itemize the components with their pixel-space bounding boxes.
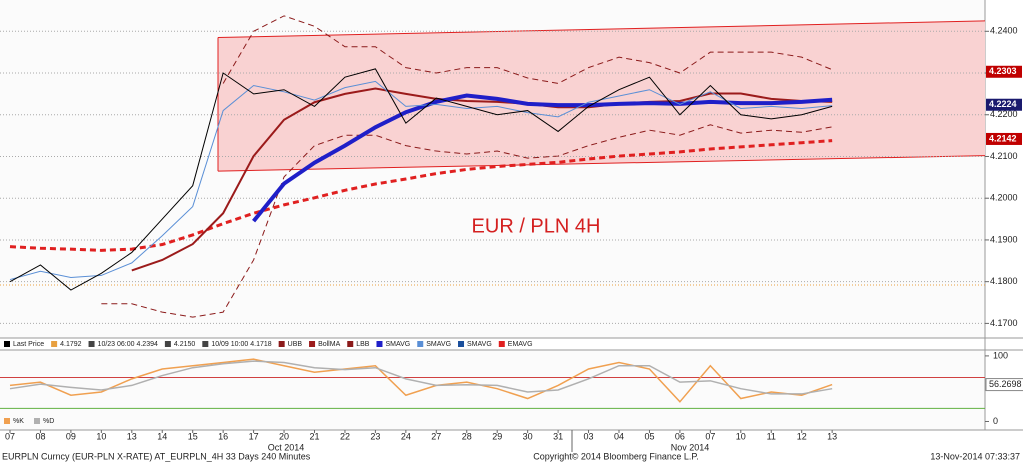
x-tick-label: 14 [157,431,167,441]
x-tick-label: 17 [249,431,259,441]
legend-label: SMAVG [426,341,451,348]
month-label: Nov 2014 [671,442,710,452]
y-tick-label: 4.1900 [990,234,1018,244]
legend-swatch [4,418,10,424]
price-tag [986,65,1022,78]
x-tick-label: 05 [644,431,654,441]
price-tag-label: 4.2142 [989,133,1017,143]
legend-swatch [278,341,285,347]
channel [218,20,985,172]
legend-label: 10/23 06:00 4.2394 [98,341,158,348]
x-tick-label: 12 [797,431,807,441]
y-tick-label: 4.1700 [990,318,1018,328]
footer-right: 13-Nov-2014 07:33:37 [930,451,1020,461]
series-line [131,87,833,272]
legend-label: Last Price [13,341,44,348]
legend-swatch [34,418,40,424]
price-tag [986,98,1022,111]
stoch-line [9,360,833,395]
y-tick-label: 4.2000 [990,193,1018,203]
x-tick-label: 20 [279,431,289,441]
channel-lower [217,155,986,172]
legend-label: %D [43,418,54,425]
series-line [252,93,833,223]
legend-swatch [498,341,505,347]
series-line [222,15,833,84]
x-tick-label: 13 [827,431,837,441]
legend-swatch [164,341,171,347]
x-tick-label: 10 [736,431,746,441]
legend-swatch [458,341,465,347]
legend-swatch [309,341,316,347]
legend-swatch [202,341,209,347]
price-tag-label: 4.2224 [989,99,1017,109]
x-tick-label: 15 [188,431,198,441]
x-tick-label: 28 [462,431,472,441]
legend-swatch [51,341,58,347]
x-tick-label: 07 [5,431,15,441]
x-tick-label: 24 [401,431,411,441]
x-tick-label: 07 [705,431,715,441]
x-tick-label: 27 [431,431,441,441]
series-line [9,80,833,281]
footer-center: Copyright© 2014 Bloomberg Finance L.P. [533,451,699,461]
legend-label: 4.2150 [174,341,196,348]
y-tick-label: 4.1800 [990,276,1018,286]
y-tick-label: 100 [993,350,1008,360]
legend-swatch [417,341,424,347]
price-tag [986,132,1022,145]
x-tick-label: 09 [66,431,76,441]
series-line [9,139,833,252]
x-tick-label: 13 [127,431,137,441]
y-tick-label: 4.2200 [990,109,1018,119]
legend-label: %K [13,418,24,425]
stoch-panel [0,350,985,430]
legend-label: LBB [356,341,370,348]
y-tick-label: 0 [993,416,998,426]
y-tick-label: 4.2400 [990,26,1018,36]
x-tick-label: 08 [35,431,45,441]
x-tick-label: 21 [309,431,319,441]
price-tag-label: 4.2303 [989,66,1017,76]
legend-label: EMAVG [508,341,533,348]
y-tick-label: 4.2100 [990,151,1018,161]
x-tick-label: 11 [767,431,776,441]
x-tick-label: 06 [675,431,685,441]
legend-label: BollMA [318,341,341,348]
stoch-tag-label: 56.2698 [989,379,1022,389]
x-tick-label: 30 [523,431,533,441]
legend-label: SMAVG [467,341,492,348]
legend-swatch [376,341,383,347]
legend-swatch [4,341,10,347]
channel-upper [217,20,986,39]
x-tick-label: 22 [340,431,350,441]
x-tick-label: 29 [492,431,502,441]
series-line [101,124,833,318]
stoch-tag [985,378,1023,392]
legend-label: UBB [288,341,303,348]
month-label: Oct 2014 [268,442,305,452]
x-tick-label: 31 [553,431,563,441]
annotation: EUR / PLN 4H [472,215,601,237]
legend-label: 10/09 10:00 4.1718 [211,341,271,348]
legend-swatch [88,341,95,347]
footer-left: EURPLN Curncy (EUR-PLN X-RATE) AT_EURPLN… [2,451,311,461]
x-tick-label: 04 [614,431,624,441]
x-tick-label: 16 [218,431,228,441]
legend-label: 4.1792 [60,341,82,348]
legend-label: SMAVG [385,341,410,348]
x-tick-label: 23 [370,431,380,441]
series-line [9,68,833,291]
legend-swatch [347,341,354,347]
x-tick-label: 03 [584,431,594,441]
stoch-line [9,358,833,403]
x-tick-label: 10 [96,431,106,441]
